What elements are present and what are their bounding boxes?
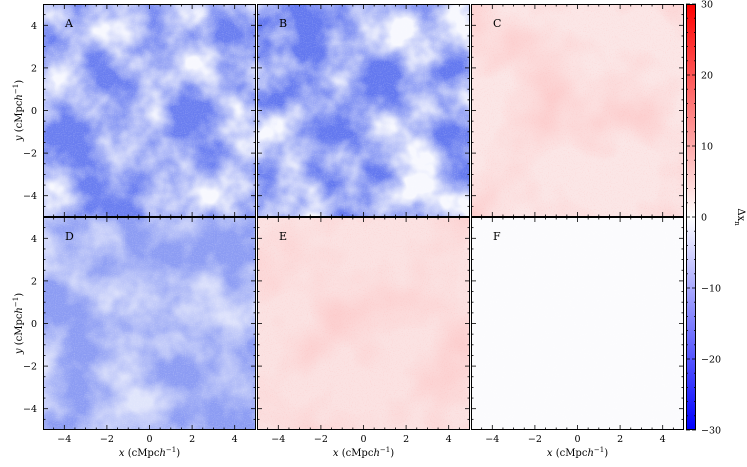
grain-layer bbox=[257, 4, 470, 217]
panel-ticks bbox=[257, 217, 470, 430]
x-tick-label: 4 bbox=[232, 434, 238, 445]
y-tick-label: −4 bbox=[23, 191, 37, 202]
y-tick-label: 2 bbox=[31, 276, 37, 287]
y-tick-label: 0 bbox=[31, 106, 37, 117]
colorbar-tick-label: −20 bbox=[701, 355, 721, 366]
y-axis-label: y (cMpch−1) bbox=[12, 80, 25, 142]
x-axis-label: x (cMpch−1) bbox=[119, 446, 180, 459]
colorbar-tick-label: 30 bbox=[701, 0, 713, 11]
colorbar: −30 −20 −10 0 10 20 30 Δxn bbox=[686, 0, 746, 437]
colorbar-label: Δxn bbox=[733, 208, 746, 226]
y-tick-label: −2 bbox=[23, 362, 37, 373]
colorbar-gradient bbox=[686, 4, 696, 430]
panel-label: C bbox=[493, 17, 501, 30]
axes-text: −4 −2 0 2 4 y (cMpch−1) −4 −2 0 2 4 y (cMpch−1) −4 −2… bbox=[12, 21, 666, 459]
x-tick-label: 2 bbox=[403, 434, 409, 445]
panel-label: A bbox=[64, 17, 74, 30]
x-axis-label: x (cMpch−1) bbox=[333, 446, 394, 459]
x-tick-label: 4 bbox=[660, 434, 666, 445]
panel-label: D bbox=[65, 230, 74, 243]
panel-a: A bbox=[43, 4, 256, 217]
grain-layer bbox=[257, 217, 470, 430]
colorbar-tick-label: −10 bbox=[701, 284, 721, 295]
grain-layer bbox=[471, 4, 684, 217]
colorbar-tick-label: 10 bbox=[701, 142, 713, 153]
panel-d: D bbox=[43, 217, 256, 430]
colorbar-tick-label: −30 bbox=[701, 426, 721, 437]
colorbar-tick-label: 20 bbox=[701, 71, 713, 82]
grain-layer bbox=[471, 217, 684, 430]
x-tick-label: −2 bbox=[100, 434, 114, 445]
panel-ticks bbox=[43, 217, 256, 430]
x-tick-label: 0 bbox=[574, 434, 580, 445]
panel-f: F bbox=[471, 217, 684, 430]
panel-ticks bbox=[471, 217, 684, 430]
y-tick-label: −2 bbox=[23, 149, 37, 160]
y-tick-label: 4 bbox=[31, 234, 37, 245]
x-tick-label: 4 bbox=[446, 434, 452, 445]
x-tick-label: −4 bbox=[485, 434, 499, 445]
x-tick-label: 0 bbox=[360, 434, 366, 445]
x-tick-label: 2 bbox=[617, 434, 623, 445]
panel-ticks bbox=[257, 4, 470, 217]
x-tick-label: −2 bbox=[528, 434, 542, 445]
panel-b: B bbox=[257, 4, 470, 217]
x-tick-label: 0 bbox=[146, 434, 152, 445]
grain-layer bbox=[43, 217, 256, 430]
y-tick-label: 4 bbox=[31, 21, 37, 32]
x-tick-label: −4 bbox=[57, 434, 71, 445]
y-tick-label: 2 bbox=[31, 63, 37, 74]
panel-label: E bbox=[279, 230, 287, 243]
colorbar-tick-label: 0 bbox=[701, 213, 707, 224]
panel-grid: A B C D E F bbox=[43, 4, 684, 430]
panel-c: C bbox=[471, 4, 684, 217]
x-axis-label: x (cMpch−1) bbox=[547, 446, 608, 459]
panel-label: F bbox=[493, 230, 501, 243]
x-tick-label: −2 bbox=[314, 434, 328, 445]
panel-ticks bbox=[471, 4, 684, 217]
panel-ticks bbox=[43, 4, 256, 217]
y-tick-label: 0 bbox=[31, 319, 37, 330]
y-axis-label: y (cMpch−1) bbox=[12, 293, 25, 355]
x-tick-label: −4 bbox=[271, 434, 285, 445]
panel-e: E bbox=[257, 217, 470, 430]
grain-layer bbox=[43, 4, 256, 217]
panel-label: B bbox=[279, 17, 287, 30]
y-tick-label: −4 bbox=[23, 404, 37, 415]
x-tick-label: 2 bbox=[189, 434, 195, 445]
